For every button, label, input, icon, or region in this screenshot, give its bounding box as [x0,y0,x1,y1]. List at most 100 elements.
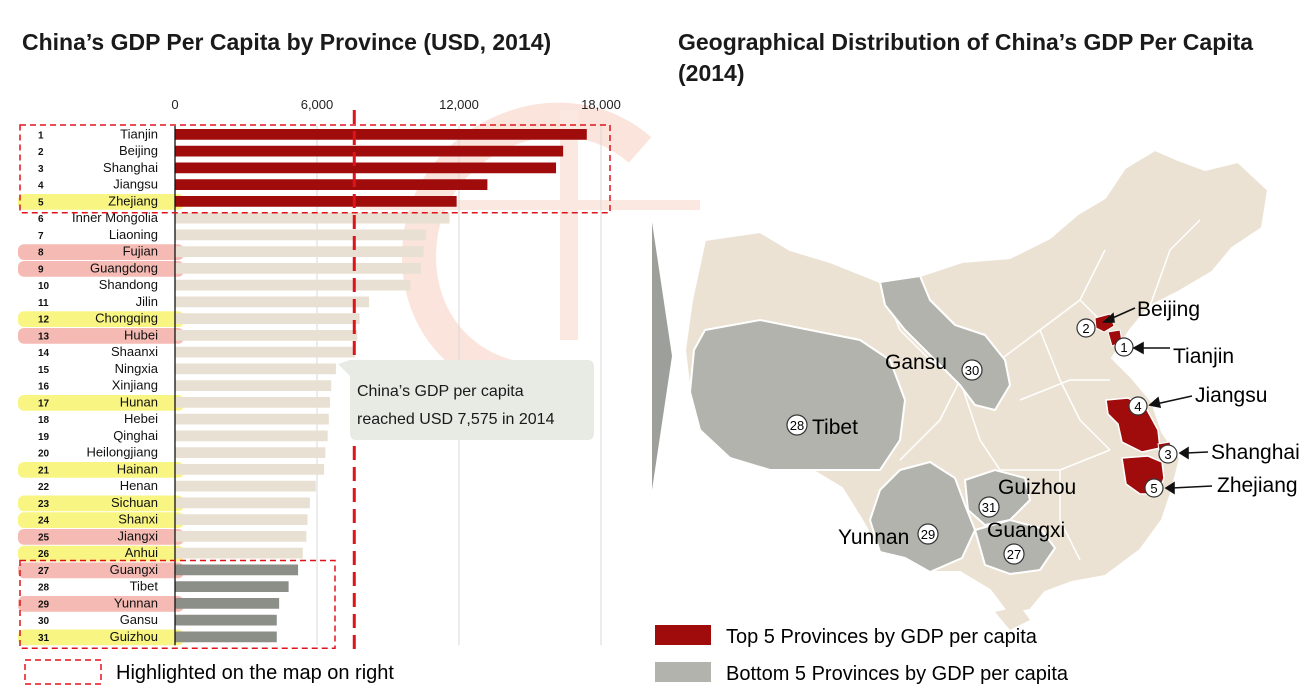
highlight-legend-label: Highlighted on the map on right [116,662,394,684]
category-label: Xinjiang [112,378,158,393]
bar-chart: 0 6,000 12,000 18,000 1 Tianjin 2 Beijing 3 Shang… [18,97,621,652]
rank-number: 22 [38,482,50,493]
category-label: Gansu [120,612,158,627]
label-highlight [18,261,184,277]
marker-yunnan [917,523,939,545]
category-label: Anhui [125,545,158,560]
category-label: Qinghai [113,428,158,443]
label-highlight [18,545,184,562]
map-legend: Top 5 Provinces by GDP per capita Bottom… [655,625,1069,685]
marker-tibet-number: 28 [790,418,804,433]
label-beijing: Beijing [1137,298,1200,321]
rank-number: 10 [38,281,50,292]
rank-number: 13 [38,331,50,342]
label-highlight [18,629,184,646]
bar [175,480,316,492]
category-label: Tibet [130,579,159,594]
label-jiangsu: Jiangsu [1195,384,1267,407]
rank-number: 7 [38,231,44,242]
bar [175,380,332,391]
category-label: Hainan [117,461,158,476]
category-label: Guizhou [110,629,158,644]
rank-number: 20 [38,449,50,460]
bar [175,196,457,207]
rank-number: 3 [38,164,44,175]
bar [175,631,277,643]
bar [175,279,411,291]
rank-number: 30 [38,616,50,627]
rank-number: 18 [38,415,50,426]
marker-guangxi [1003,543,1025,565]
rank-number: 23 [38,499,50,510]
bar [175,212,450,224]
marker-jiangsu [1128,396,1148,416]
bar [175,581,289,592]
bar [175,129,587,140]
rank-number: 12 [38,315,50,326]
bar [175,363,336,375]
marker-tianjin-number: 1 [1120,340,1127,355]
category-label: Guangdong [90,260,158,275]
marker-guizhou-number: 31 [982,500,996,515]
label-highlight [18,512,184,528]
bar [175,346,355,358]
label-highlight [18,562,184,579]
bar [175,162,557,174]
category-label: Tianjin [120,126,158,141]
category-label: Guangxi [110,562,159,577]
bar [175,514,308,525]
category-label: Henan [120,478,158,493]
bar [175,229,426,241]
label-highlight [18,529,184,545]
bar [175,430,328,442]
category-label: Fujian [123,244,158,259]
label-highlight [18,311,184,327]
highlight-legend: Highlighted on the map on right [24,659,394,685]
rank-number: 2 [38,147,44,158]
x-tick-label: 0 [171,97,178,112]
category-label: Jilin [136,294,158,309]
bar [175,464,325,475]
category-label: Beijing [119,143,158,158]
rank-number: 14 [38,348,50,359]
category-label: Chongqing [95,311,158,326]
label-shanghai: Shanghai [1211,441,1300,464]
annotation-text-line: reached USD 7,575 in 2014 [357,411,555,428]
rank-number: 28 [38,583,50,594]
map-title: Geographical Distribution of China’s GDP… [678,29,1254,86]
label-zhejiang: Zhejiang [1217,474,1298,497]
marker-gansu [961,359,983,381]
bar [175,497,310,509]
marker-tianjin [1114,337,1134,357]
marker-beijing [1076,318,1096,338]
rank-number: 16 [38,382,50,393]
marker-guangxi-number: 27 [1007,547,1021,562]
label-highlight [18,194,184,210]
bar [175,547,303,559]
top5-highlight-box [19,124,611,214]
category-label: Inner Mongolia [72,210,159,225]
category-label: Ningxia [115,361,159,376]
legend-bottom5-swatch [655,662,711,682]
label-guangxi: Guangxi [987,519,1065,542]
rank-number: 8 [38,248,44,259]
rank-number: 11 [38,298,49,309]
bar [175,330,358,341]
label-highlight [18,328,184,344]
rank-number: 27 [38,566,50,577]
label-yunnan: Yunnan [838,526,909,549]
bottom5-highlight-box [19,559,336,649]
rank-number: 24 [38,516,50,527]
category-label: Shanxi [118,512,158,527]
rank-number: 4 [38,181,44,192]
rank-number: 31 [38,633,50,644]
marker-tibet [786,414,808,436]
category-label: Hebei [124,411,158,426]
rank-number: 6 [38,214,44,225]
rank-number: 19 [38,432,50,443]
label-highlight [18,495,184,512]
bar [175,531,307,542]
label-highlight [18,596,184,612]
category-label: Jiangxi [118,528,159,543]
label-guizhou: Guizhou [998,476,1076,499]
